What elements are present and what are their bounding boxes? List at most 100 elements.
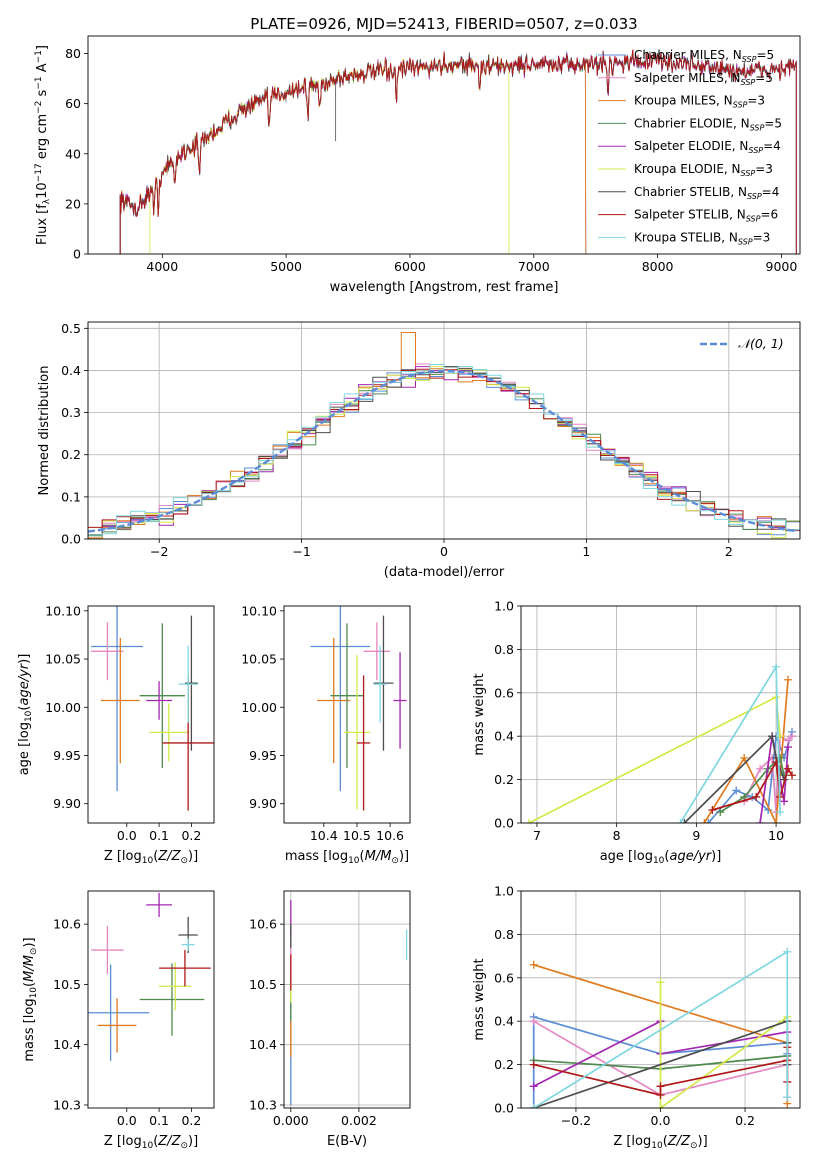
marker-point	[700, 819, 709, 823]
errorbar-chabrier-miles	[91, 606, 143, 792]
errorbar-salpeter-elodie	[393, 652, 407, 749]
errorbar-kroupa-elodie	[159, 962, 192, 1011]
x-tick-label: −2	[150, 544, 168, 559]
marker-point	[752, 792, 761, 801]
plot-area	[529, 947, 792, 1108]
y-tick-label: 1.0	[494, 599, 514, 614]
series-kroupa-stelib	[529, 947, 792, 1108]
y-tick-label: 0.0	[61, 532, 81, 547]
x-tick-label: 0.0	[117, 828, 137, 843]
marker-point	[784, 675, 793, 684]
marker-point	[708, 805, 717, 814]
errorbar-salpeter-stelib	[159, 950, 211, 987]
y-tick-label: 0.2	[494, 1057, 514, 1072]
y-tick-label: 0.2	[61, 447, 81, 462]
y-tick-label: 20	[65, 196, 81, 211]
marker-point	[780, 797, 789, 806]
y-tick-label: 0.1	[61, 489, 81, 504]
errorbar-salpeter-elodie	[146, 892, 172, 917]
x-tick-label: 0.0	[651, 1113, 671, 1128]
axes-frame	[87, 321, 801, 540]
x-tick-label: 0.2	[181, 828, 201, 843]
y-tick-label: 60	[65, 96, 81, 111]
axes-frame	[283, 605, 411, 824]
x-tick-label: 0.000	[273, 1113, 309, 1128]
y-tick-label: 0.8	[494, 642, 514, 657]
y-tick-label: 0.0	[494, 816, 514, 831]
axes-frame	[87, 35, 801, 255]
errorbar-chabrier-elodie	[139, 623, 185, 769]
x-tick-label: 10.4	[310, 828, 338, 843]
plot-area	[524, 662, 797, 823]
x-tick-label: 8000	[642, 259, 674, 274]
errorbar-chabrier-miles	[88, 964, 150, 1061]
x-axis-label: wavelength [Angstrom, rest frame]	[330, 280, 559, 295]
y-tick-label: 10.6	[53, 917, 81, 932]
x-tick-label: 2	[725, 544, 733, 559]
legend-label: Chabrier ELODIE, NSSP=5	[634, 116, 782, 132]
marker-point	[680, 819, 689, 823]
normal-reference-curve	[88, 369, 798, 533]
errorbar-kroupa-stelib	[373, 645, 387, 723]
y-tick-label: 0.6	[494, 685, 514, 700]
x-tick-label: 9000	[766, 259, 798, 274]
axes-weight_vs_age: 7 8 9 10 0.0 0.2 0.4 0.6 0.8 1.0 age [log10(age/yr…	[472, 599, 801, 866]
y-axis-label: mass [log10(M/M⊙)]	[22, 937, 39, 1061]
marker-point	[529, 1017, 538, 1026]
y-tick-label: 10.4	[53, 1037, 81, 1052]
x-axis-label: Z [log10(Z/Z⊙)]	[104, 1134, 198, 1151]
x-tick-label: 0.0	[117, 1113, 137, 1128]
x-axis-label: mass [log10(M/M⊙)]	[285, 849, 409, 866]
y-tick-label: 9.90	[249, 796, 277, 811]
y-tick-label: 0.4	[494, 729, 514, 744]
series-kroupa-stelib	[676, 662, 785, 823]
legend: Chabrier MILES, NSSP=5 Salpeter MILES, NS…	[598, 48, 782, 246]
histogram-kroupa-stelib	[88, 364, 800, 536]
marker-point	[768, 732, 777, 741]
marker-point	[740, 753, 749, 762]
y-tick-label: 10.5	[53, 977, 81, 992]
y-tick-label: 0.4	[61, 363, 81, 378]
axes-frame	[87, 605, 215, 824]
y-tick-label: 0.0	[494, 1101, 514, 1116]
y-tick-label: 0.2	[494, 772, 514, 787]
y-axis-label: Flux [fλ10−17 erg cm−2 s−1 A−1]	[34, 45, 52, 245]
y-axis-label: mass weight	[472, 958, 487, 1040]
x-tick-label: 5000	[270, 259, 302, 274]
x-tick-label: 0.2	[181, 1113, 201, 1128]
marker-point	[772, 819, 781, 823]
errorbar-salpeter-miles	[91, 925, 124, 975]
y-tick-label: 10.3	[249, 1097, 277, 1112]
plot-area	[119, 49, 797, 254]
axes-frame	[87, 890, 215, 1109]
x-tick-label: 7	[533, 828, 541, 843]
axes-frame	[520, 890, 801, 1109]
x-axis-label: E(B-V)	[327, 1134, 367, 1149]
y-tick-label: 10.6	[249, 917, 277, 932]
errorbar-kroupa-elodie	[149, 703, 189, 762]
marker-point	[716, 808, 725, 817]
y-tick-label: 0.5	[61, 321, 81, 336]
y-tick-label: 0	[73, 247, 81, 262]
marker-point	[784, 764, 793, 773]
plot-area	[88, 332, 800, 539]
y-tick-label: 10.00	[241, 700, 277, 715]
errorbar-salpeter-stelib	[356, 675, 371, 811]
errorbar-chabrier-elodie	[139, 963, 205, 1036]
marker-point	[732, 786, 741, 795]
y-tick-label: 40	[65, 146, 81, 161]
legend-label: Salpeter MILES, NSSP=5	[634, 71, 773, 87]
marker-point	[529, 960, 538, 969]
x-axis-label: Z [log10(Z/Z⊙)]	[104, 849, 198, 866]
x-tick-label: 9	[692, 828, 700, 843]
axes-frame	[283, 890, 411, 1109]
legend-label: Kroupa ELODIE, NSSP=3	[634, 162, 773, 178]
errorbar-kroupa-miles	[97, 998, 137, 1053]
axes-weight_vs_Z: −0.2 0.0 0.2 0.0 0.2 0.4 0.6 0.8 1.0 Z [log10(Z/Z…	[472, 884, 801, 1151]
x-tick-label: 10.5	[343, 828, 371, 843]
errorbar-chabrier-stelib	[184, 615, 198, 751]
legend-label: Chabrier MILES, NSSP=5	[634, 48, 774, 64]
y-tick-label: 9.95	[53, 748, 81, 763]
axes-age_vs_mass: 10.4 10.5 10.6 9.90 9.95 10.00 10.05 10.10 mass …	[241, 603, 411, 866]
